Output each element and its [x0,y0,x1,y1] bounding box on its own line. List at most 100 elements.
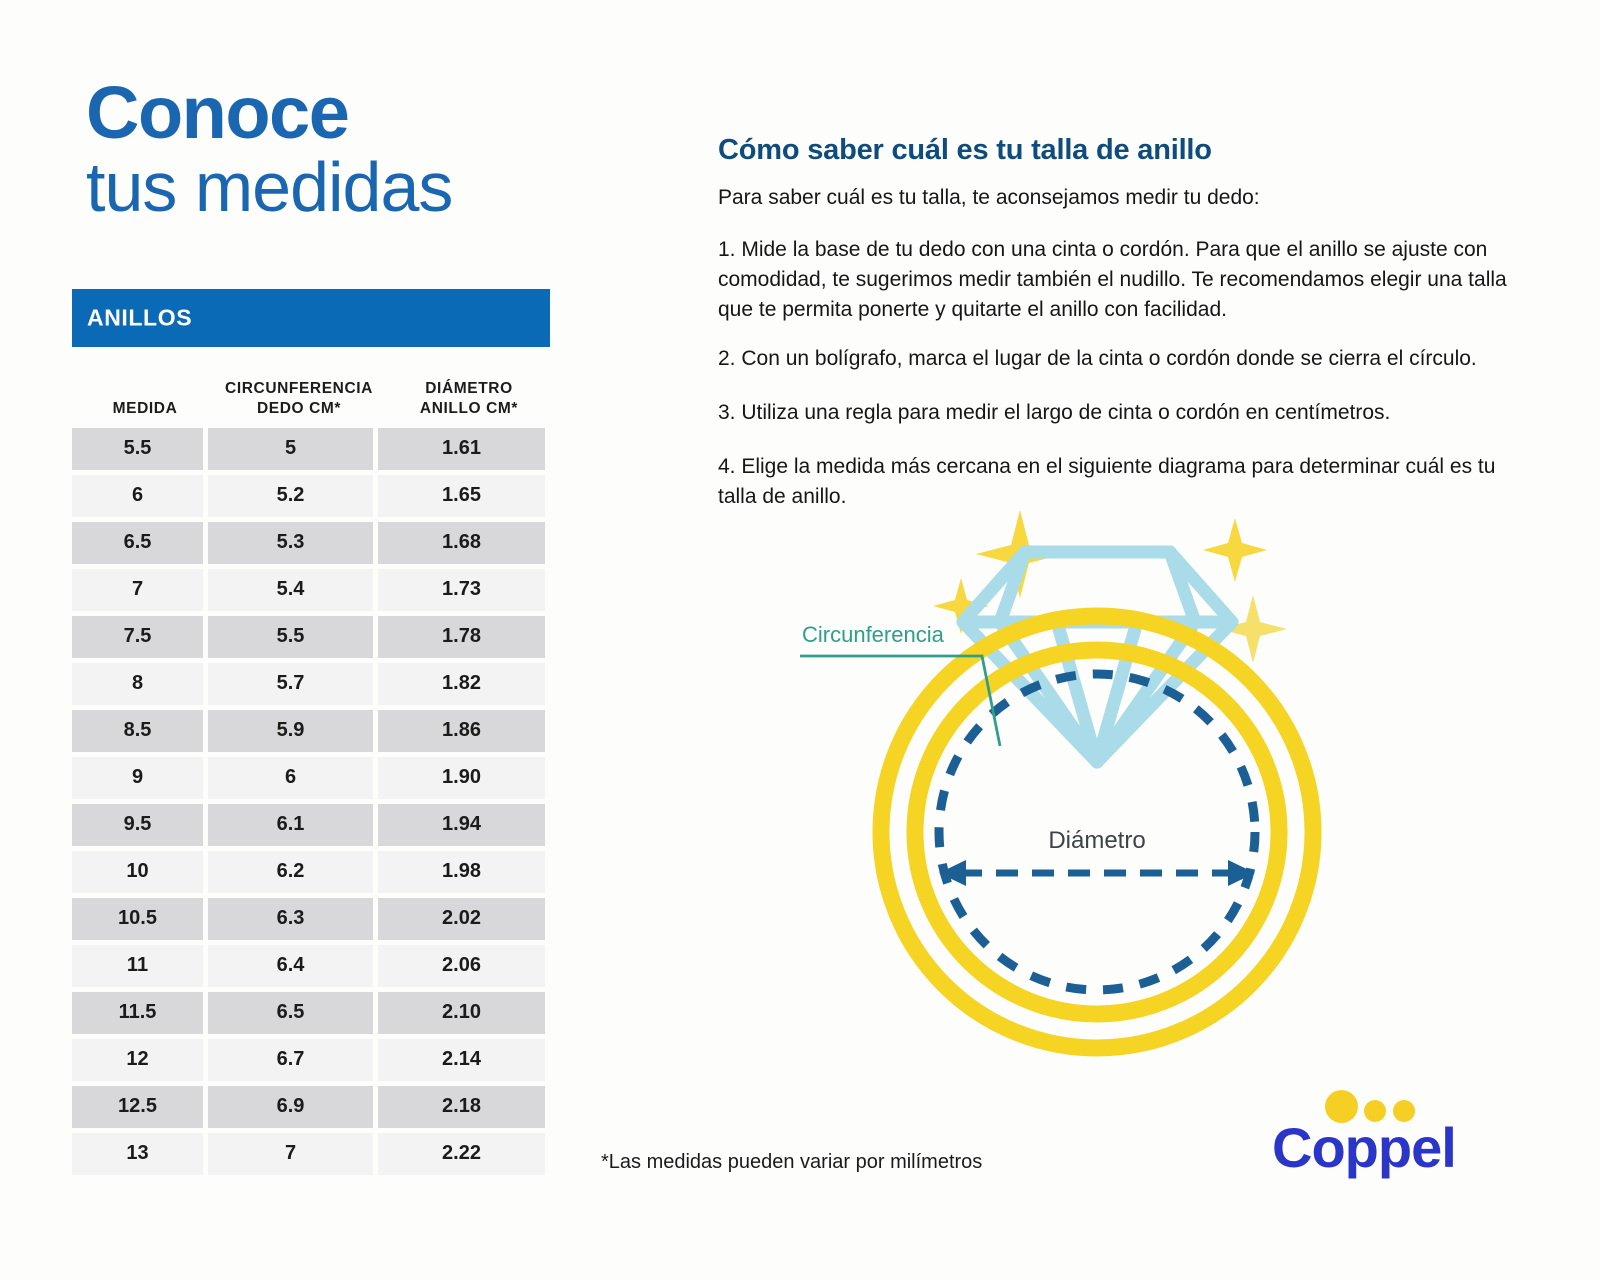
table-cell-diametro: 1.86 [378,709,545,752]
table-cell-circunferencia: 5.9 [208,709,373,752]
table-row: 8 5.7 1.82 [72,660,550,707]
table-cell-circunferencia: 5 [208,427,373,470]
table-cell-medida: 6 [72,474,203,517]
table-cell-diametro: 2.02 [378,897,545,940]
table-cell-medida: 8.5 [72,709,203,752]
table-row: 12 6.7 2.14 [72,1036,550,1083]
table-row: 13 7 2.22 [72,1130,550,1177]
logo-dot-large-icon [1325,1090,1358,1123]
sparkle-icon-right-large [1203,518,1267,582]
section-header-label: ANILLOS [87,304,193,331]
table-cell-medida: 5.5 [72,427,203,470]
diameter-label: Diámetro [1048,827,1145,854]
dashed-circumference-circle [934,669,1260,995]
table-cell-circunferencia: 6 [208,756,373,799]
logo-wordmark: Coppel [1272,1116,1457,1179]
column-header-circunferencia: CIRCUNFERENCIA DEDO CM* [225,380,373,417]
table-cell-medida: 12 [72,1038,203,1081]
table-cell-diametro: 1.73 [378,568,545,611]
diameter-callout: Diámetro [939,827,1255,886]
circumference-label: Circunferencia [802,622,945,647]
table-cell-diametro: 1.61 [378,427,545,470]
table-cell-diametro: 2.14 [378,1038,545,1081]
table-column-headers: MEDIDA CIRCUNFERENCIA DEDO CM* DIÁMETRO … [72,360,550,422]
table-cell-medida: 10.5 [72,897,203,940]
diameter-arrow-left [939,860,966,886]
table-row: 11.5 6.5 2.10 [72,989,550,1036]
diameter-arrow-right [1228,860,1255,886]
footnote-text: *Las medidas pueden variar por milímetro… [601,1151,983,1173]
table-cell-medida: 7.5 [72,615,203,658]
table-cell-circunferencia: 6.2 [208,850,373,893]
circumference-leader-line [800,654,1002,747]
instructions-intro: Para saber cuál es tu talla, te aconseja… [718,186,1260,209]
sparkle-icon-right-small [1219,595,1287,663]
table-cell-circunferencia: 6.1 [208,803,373,846]
table-row: 10.5 6.3 2.02 [72,895,550,942]
table-row: 7.5 5.5 1.78 [72,613,550,660]
page-title-line1: Conoce [86,71,350,154]
table-cell-diametro: 1.68 [378,521,545,564]
table-cell-medida: 9.5 [72,803,203,846]
table-cell-diametro: 2.18 [378,1085,545,1128]
instructions-step-2: 2. Con un bolígrafo, marca el lugar de l… [718,347,1477,370]
table-cell-medida: 7 [72,568,203,611]
table-cell-medida: 10 [72,850,203,893]
table-cell-diametro: 1.94 [378,803,545,846]
table-cell-diametro: 2.10 [378,991,545,1034]
table-cell-circunferencia: 6.3 [208,897,373,940]
table-cell-medida: 11 [72,944,203,987]
page-title: Conoce tus medidas [86,71,606,227]
table-cell-diametro: 1.90 [378,756,545,799]
table-cell-medida: 12.5 [72,1085,203,1128]
instructions-step-3: 3. Utiliza una regla para medir el largo… [718,401,1391,424]
table-cell-circunferencia: 7 [208,1132,373,1175]
table-row: 9 6 1.90 [72,754,550,801]
column-header-diametro: DIÁMETRO ANILLO CM* [419,380,519,417]
table-cell-circunferencia: 5.7 [208,662,373,705]
logo-dot-small-icon [1393,1100,1415,1122]
table-cell-circunferencia: 6.7 [208,1038,373,1081]
table-cell-medida: 11.5 [72,991,203,1034]
section-header-anillos: ANILLOS [72,289,550,347]
table-row: 7 5.4 1.73 [72,566,550,613]
table-cell-diametro: 1.82 [378,662,545,705]
logo-dot-medium-icon [1364,1100,1386,1122]
table-row: 11 6.4 2.06 [72,942,550,989]
table-cell-circunferencia: 5.2 [208,474,373,517]
instructions-heading: Cómo saber cuál es tu talla de anillo [718,134,1212,166]
table-cell-diametro: 2.06 [378,944,545,987]
table-row: 12.5 6.9 2.18 [72,1083,550,1130]
table-cell-diametro: 1.78 [378,615,545,658]
ring-diagram: Circunferencia Diámetro [800,510,1322,1057]
table-cell-diametro: 1.98 [378,850,545,893]
table-cell-circunferencia: 6.9 [208,1085,373,1128]
table-row: 8.5 5.9 1.86 [72,707,550,754]
table-cell-circunferencia: 5.5 [208,615,373,658]
table-row: 6 5.2 1.65 [72,472,550,519]
table-cell-diametro: 1.65 [378,474,545,517]
table-cell-circunferencia: 5.3 [208,521,373,564]
table-cell-medida: 6.5 [72,521,203,564]
table-cell-circunferencia: 6.4 [208,944,373,987]
table-row: 6.5 5.3 1.68 [72,519,550,566]
circumference-callout: Circunferencia [800,622,1002,747]
table-row: 10 6.2 1.98 [72,848,550,895]
instructions-step-1: 1. Mide la base de tu dedo con una cinta… [718,238,1507,322]
table-cell-medida: 8 [72,662,203,705]
ring-size-table: 5.5 5 1.61 6 5.2 1.65 6.5 5.3 1.68 7 5.4 1.73 7.5 5.5… [72,425,550,1177]
table-cell-diametro: 2.22 [378,1132,545,1175]
table-cell-circunferencia: 5.4 [208,568,373,611]
table-cell-medida: 13 [72,1132,203,1175]
table-cell-medida: 9 [72,756,203,799]
column-header-medida: MEDIDA [112,399,178,417]
instructions-step-4: 4. Elige la medida más cercana en el sig… [718,455,1496,509]
ring-inner-band [906,641,1288,1023]
table-cell-circunferencia: 6.5 [208,991,373,1034]
coppel-logo: Coppel [1272,1088,1482,1184]
sparkle-icon-left-small [933,578,989,634]
table-row: 9.5 6.1 1.94 [72,801,550,848]
table-row: 5.5 5 1.61 [72,425,550,472]
ring-outer-band [872,607,1322,1057]
